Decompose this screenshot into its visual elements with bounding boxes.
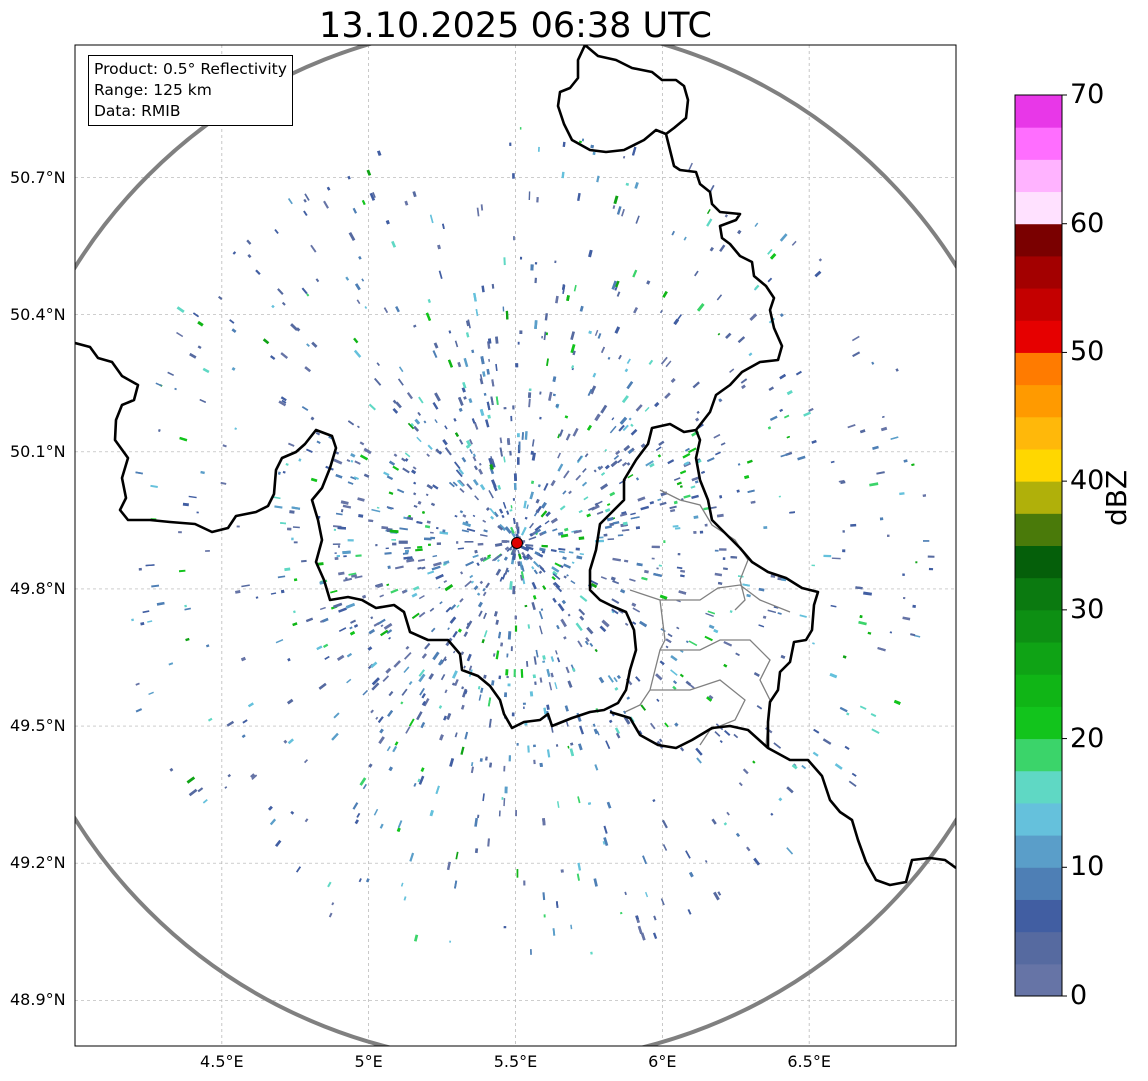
- lat-tick-label: 49.8°N: [10, 578, 66, 598]
- colorbar-swatch: [1015, 513, 1062, 546]
- lat-tick-label: 49.2°N: [10, 853, 66, 873]
- colorbar-tick-label: 60: [1070, 207, 1105, 239]
- colorbar-swatch: [1015, 223, 1062, 257]
- colorbar-swatch: [1015, 802, 1062, 836]
- colorbar-swatch: [1015, 255, 1062, 289]
- colorbar-swatch: [1015, 899, 1062, 933]
- colorbar-tick-label: 40: [1070, 465, 1105, 497]
- colorbar-tick-label: 30: [1070, 593, 1105, 625]
- lon-tick-label: 6.5°E: [787, 1052, 831, 1071]
- colorbar-swatch: [1015, 481, 1062, 514]
- colorbar-swatch: [1015, 706, 1062, 740]
- colorbar: [1014, 94, 1067, 997]
- data-source-text: Data: RMIB: [94, 102, 181, 120]
- district-boundaries: [624, 489, 791, 746]
- plot-frame: [74, 44, 957, 1047]
- lat-tick-label: 50.7°N: [10, 167, 66, 187]
- reflectivity-echoes: [131, 127, 935, 955]
- lon-tick-label: 5.5°E: [493, 1052, 538, 1071]
- colorbar-swatch: [1015, 95, 1062, 128]
- lon-tick-label: 6°E: [648, 1052, 677, 1071]
- lat-tick-label: 50.1°N: [10, 441, 66, 461]
- colorbar-swatch: [1015, 931, 1062, 965]
- colorbar-swatch: [1015, 448, 1062, 482]
- colorbar-swatch: [1015, 127, 1062, 160]
- colorbar-swatch: [1015, 545, 1062, 579]
- range-text: Range: 125 km: [94, 81, 212, 99]
- colorbar-swatch: [1015, 384, 1062, 418]
- colorbar-tick-label: 50: [1070, 336, 1105, 368]
- colorbar-tick-label: 70: [1070, 79, 1105, 110]
- lat-tick-label: 50.4°N: [10, 304, 66, 324]
- lat-tick-label: 49.5°N: [10, 716, 66, 736]
- colorbar-swatch: [1015, 738, 1062, 772]
- map-title: 13.10.2025 06:38 UTC: [319, 6, 712, 46]
- colorbar-tick-label: 0: [1070, 980, 1088, 1011]
- product-info-box: Product: 0.5° Reflectivity Range: 125 km…: [88, 55, 293, 126]
- country-borders: [75, 45, 956, 887]
- colorbar-swatch: [1015, 609, 1062, 643]
- colorbar-swatch: [1015, 867, 1062, 900]
- colorbar-swatch: [1015, 320, 1062, 353]
- colorbar-tick-label: 20: [1070, 722, 1105, 754]
- colorbar-tick-label: 10: [1070, 851, 1105, 883]
- colorbar-frame: [1014, 94, 1063, 997]
- colorbar-swatch: [1015, 835, 1062, 868]
- product-text: Product: 0.5° Reflectivity: [94, 60, 287, 78]
- radar-site-marker: [511, 537, 523, 549]
- colorbar-swatch: [1015, 191, 1062, 225]
- colorbar-swatch: [1015, 577, 1062, 611]
- lon-tick-label: 5°E: [354, 1052, 383, 1071]
- colorbar-swatch: [1015, 770, 1062, 804]
- colorbar-swatch: [1015, 416, 1062, 450]
- lon-tick-label: 4.5°E: [200, 1052, 244, 1071]
- colorbar-swatch: [1015, 159, 1062, 193]
- colorbar-swatch: [1015, 674, 1062, 707]
- colorbar-swatch: [1015, 288, 1062, 321]
- colorbar-swatch: [1015, 642, 1062, 675]
- colorbar-label: dBZ: [1100, 469, 1133, 526]
- lat-tick-label: 48.9°N: [10, 990, 66, 1010]
- colorbar-swatch: [1015, 963, 1062, 997]
- colorbar-swatch: [1015, 352, 1062, 386]
